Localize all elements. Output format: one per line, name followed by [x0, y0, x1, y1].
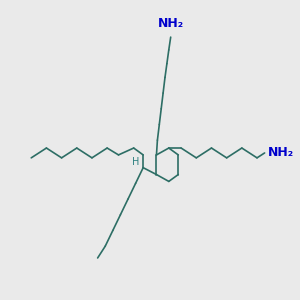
Text: NH₂: NH₂ [158, 17, 184, 30]
Text: H: H [132, 157, 139, 167]
Text: NH₂: NH₂ [268, 146, 294, 159]
